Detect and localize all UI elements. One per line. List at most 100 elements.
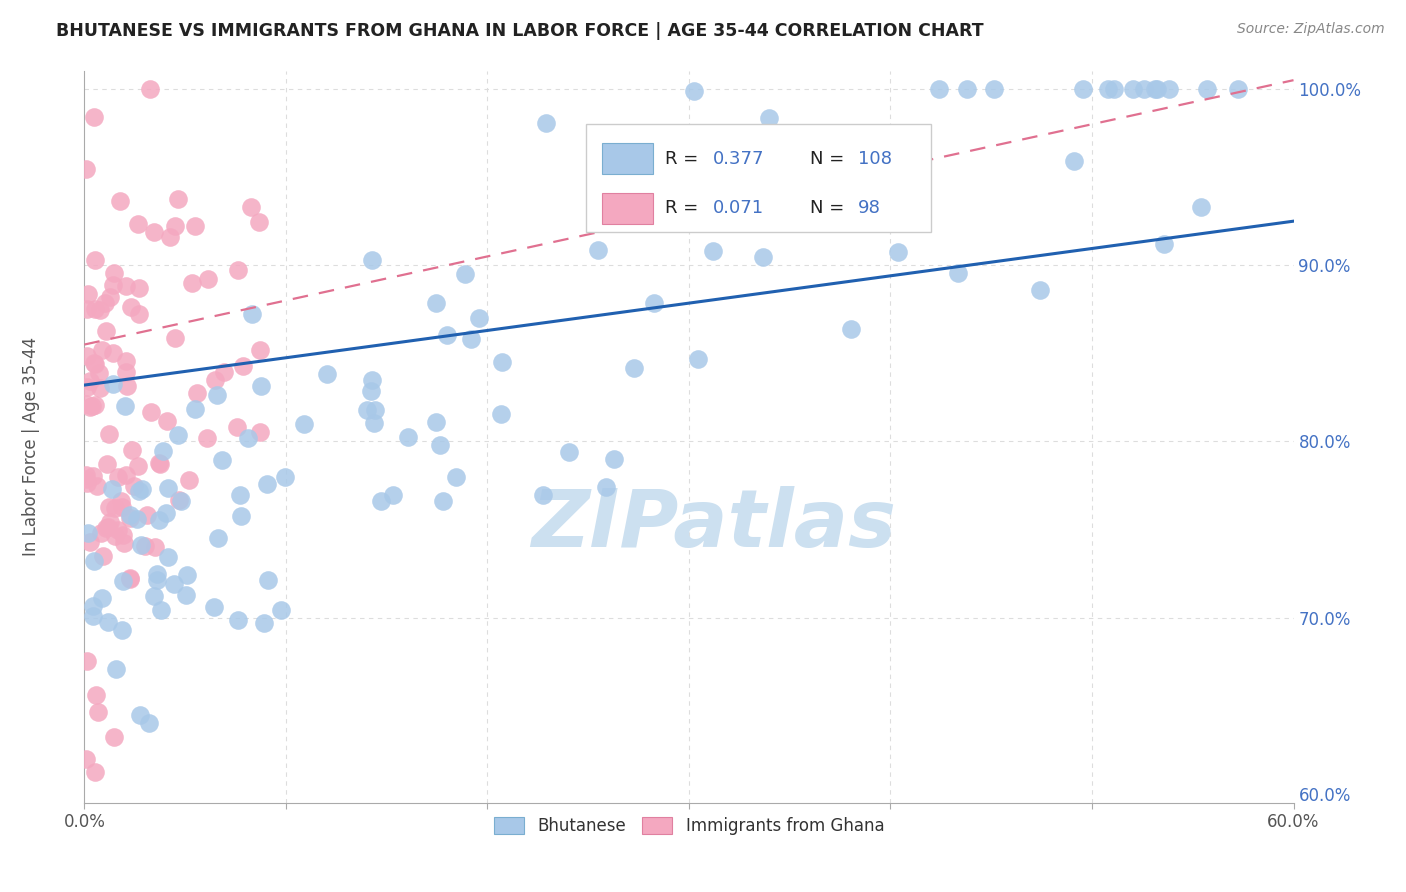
Point [253,615,276,630]
Point [75,468,97,483]
Point [702,244,724,258]
Point [157,550,180,565]
Point [236,431,259,445]
Point [956,82,979,96]
Point [586,243,609,257]
Point [643,296,665,310]
Point [86,479,108,493]
Point [90,526,112,541]
Point [886,244,908,259]
Point [167,193,190,207]
Point [84,301,107,316]
Point [134,539,156,553]
Point [136,508,159,522]
Point [432,493,454,508]
Point [87,705,110,719]
Point [146,566,169,581]
Point [557,445,579,459]
Point [127,459,149,474]
Point [128,307,150,321]
Point [229,509,252,524]
Point [82,608,104,623]
Point [148,457,170,471]
Point [595,480,617,494]
Point [197,272,219,286]
Point [454,267,477,281]
Point [468,311,491,326]
Point [83,764,105,779]
Point [118,570,141,584]
Point [76,654,98,668]
Point [207,388,229,402]
Point [121,443,143,458]
Point [114,354,136,368]
Point [128,483,150,498]
Point [202,599,225,614]
Point [249,343,271,357]
Point [655,184,678,198]
Point [603,451,626,466]
Point [240,307,263,321]
Point [256,476,278,491]
Point [207,531,229,545]
Point [114,400,136,414]
FancyBboxPatch shape [602,144,652,174]
Point [111,623,134,637]
Point [226,613,249,627]
Point [75,472,97,486]
Point [1097,82,1119,96]
Point [360,384,382,398]
Point [167,492,190,507]
Point [117,378,139,392]
Point [683,84,706,98]
Point [444,470,467,484]
Point [129,708,152,723]
Text: Source: ZipAtlas.com: Source: ZipAtlas.com [1237,22,1385,37]
Point [1157,82,1180,96]
Point [174,589,197,603]
Point [82,469,104,483]
Point [127,217,149,231]
Point [79,374,101,388]
Point [169,493,191,508]
Point [1073,82,1095,96]
Point [186,385,208,400]
Point [752,250,775,264]
Point [83,110,105,124]
FancyBboxPatch shape [586,124,931,232]
Point [120,511,142,525]
Point [686,352,709,367]
Point [184,401,207,416]
Text: 98: 98 [858,200,882,218]
Point [270,603,292,617]
Point [239,200,262,214]
Point [129,538,152,552]
Point [381,488,404,502]
Point [83,398,105,412]
Text: 0.377: 0.377 [713,150,765,168]
Point [98,500,121,515]
Point [91,549,114,563]
Point [75,752,97,766]
Point [148,513,170,527]
Point [101,346,124,360]
Point [105,662,128,676]
Point [97,426,120,441]
Point [157,481,180,495]
Point [149,457,172,471]
Point [103,730,125,744]
Point [103,266,125,280]
Point [131,483,153,497]
Point [1122,82,1144,96]
Point [98,515,121,529]
Point [763,199,786,213]
Point [90,591,112,605]
Point [946,266,969,280]
Point [356,403,378,417]
Point [118,572,141,586]
Point [436,328,458,343]
Point [152,444,174,458]
Point [250,379,273,393]
FancyBboxPatch shape [602,193,652,224]
Point [225,420,247,434]
